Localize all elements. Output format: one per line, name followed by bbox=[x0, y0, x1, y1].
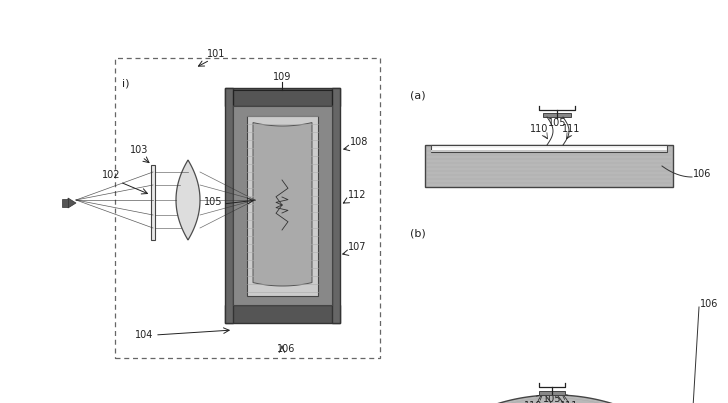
Text: 106: 106 bbox=[700, 299, 719, 309]
Polygon shape bbox=[176, 160, 200, 240]
Bar bbox=[247, 116, 318, 296]
Text: i): i) bbox=[122, 78, 130, 88]
Bar bbox=[62, 199, 68, 207]
Bar bbox=[225, 88, 233, 323]
Text: 105: 105 bbox=[547, 118, 566, 128]
Text: 111: 111 bbox=[562, 124, 580, 134]
Bar bbox=[543, 113, 571, 117]
Text: 106: 106 bbox=[277, 344, 296, 354]
Text: (a): (a) bbox=[410, 90, 426, 100]
Bar bbox=[431, 145, 667, 152]
Text: 111: 111 bbox=[560, 401, 578, 403]
Text: 105: 105 bbox=[204, 197, 222, 207]
Text: 109: 109 bbox=[273, 72, 291, 82]
Bar bbox=[539, 391, 565, 395]
Bar bbox=[115, 58, 380, 358]
Text: 101: 101 bbox=[207, 49, 226, 59]
Bar bbox=[225, 305, 340, 323]
Bar bbox=[233, 106, 332, 305]
Text: 105: 105 bbox=[543, 394, 561, 403]
Bar bbox=[425, 145, 673, 187]
Polygon shape bbox=[253, 123, 312, 286]
Bar bbox=[332, 88, 340, 323]
Polygon shape bbox=[419, 395, 690, 403]
Text: 103: 103 bbox=[130, 145, 149, 155]
Polygon shape bbox=[68, 198, 76, 208]
Text: 110: 110 bbox=[524, 401, 542, 403]
Text: 108: 108 bbox=[350, 137, 368, 147]
Text: (b): (b) bbox=[410, 228, 426, 238]
Text: 107: 107 bbox=[348, 242, 366, 252]
Text: 112: 112 bbox=[348, 190, 366, 200]
Text: 110: 110 bbox=[530, 124, 548, 134]
Bar bbox=[151, 165, 155, 240]
Text: 104: 104 bbox=[135, 330, 154, 340]
Bar bbox=[431, 150, 667, 152]
Text: 102: 102 bbox=[102, 170, 121, 180]
Bar bbox=[225, 88, 340, 106]
Text: 106: 106 bbox=[693, 169, 711, 179]
